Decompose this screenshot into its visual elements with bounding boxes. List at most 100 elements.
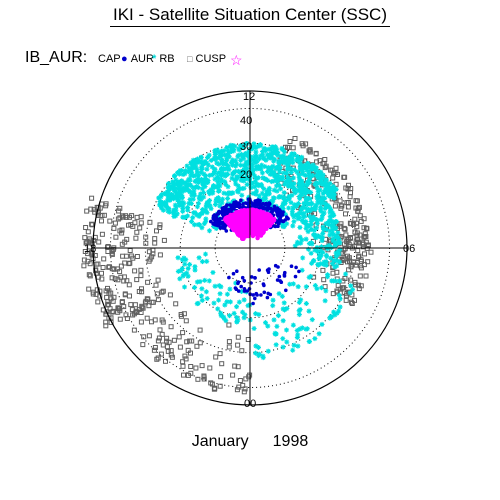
rb-point — [170, 182, 176, 188]
cusp-point — [138, 319, 144, 325]
rb-point — [288, 181, 294, 187]
rb-point — [291, 342, 297, 348]
rb-point — [223, 182, 229, 188]
rb-point — [184, 184, 190, 190]
cusp-point — [217, 383, 223, 389]
rb-point — [240, 309, 246, 315]
rb-point — [183, 257, 189, 263]
rb-point — [297, 177, 303, 183]
rb-point — [172, 173, 178, 179]
rb-point — [241, 297, 247, 303]
aur-point — [236, 289, 241, 293]
rb-point — [308, 273, 314, 279]
rb-point — [168, 184, 174, 190]
cusp-point — [94, 204, 100, 210]
rb-point — [200, 207, 206, 213]
rb-point — [323, 221, 329, 227]
cusp-point — [217, 351, 223, 357]
rb-point — [229, 171, 235, 177]
axes: 40 30 20 12 18 06 00 — [84, 90, 415, 410]
rb-point — [335, 230, 341, 236]
cusp-point — [138, 214, 144, 220]
cusp-point — [363, 273, 369, 279]
rb-point — [292, 243, 298, 249]
cusp-point — [226, 322, 232, 328]
cusp-point — [100, 265, 106, 270]
rb-point — [219, 312, 225, 318]
cusp-point — [96, 239, 102, 245]
legend-title: IB_AUR: — [25, 49, 88, 66]
rb-point — [198, 191, 204, 197]
cap-point — [235, 221, 240, 226]
cusp-point — [358, 218, 364, 224]
rb-point — [253, 154, 259, 160]
rb-point — [323, 203, 329, 209]
rb-point — [245, 152, 251, 158]
cusp-point — [230, 372, 236, 378]
cusp-point — [193, 365, 199, 371]
cusp-point — [188, 350, 193, 356]
cusp-point — [181, 311, 187, 317]
rb-point — [186, 166, 192, 172]
footer-year: 1998 — [272, 433, 309, 450]
rb-point — [299, 325, 305, 331]
rb-point — [317, 255, 322, 261]
rb-point — [271, 187, 277, 193]
rb-point — [299, 205, 305, 211]
rb-point — [178, 268, 184, 274]
cusp-point — [355, 282, 361, 288]
rb-point — [287, 154, 293, 160]
rb-point — [222, 152, 228, 158]
rb-point — [281, 149, 287, 155]
time-label-12: 12 — [243, 91, 255, 103]
rb-point — [307, 196, 313, 202]
rb-point — [324, 226, 330, 232]
rb-point — [206, 201, 212, 207]
rb-point — [180, 208, 186, 214]
rb-point — [269, 164, 275, 170]
rb-point — [280, 306, 286, 312]
rb-point — [291, 151, 297, 157]
rb-point — [248, 157, 254, 163]
rb-point — [243, 159, 249, 165]
rb-point — [194, 169, 200, 175]
rb-point — [316, 169, 322, 175]
rb-point — [308, 250, 314, 256]
rb-point — [337, 296, 343, 302]
rb-point — [326, 221, 332, 227]
rb-point — [200, 181, 206, 187]
rb-point — [208, 206, 214, 212]
cusp-point — [237, 378, 243, 383]
rb-point — [205, 162, 211, 168]
rb-point — [265, 323, 271, 329]
rb-point — [304, 167, 310, 173]
rb-point — [305, 201, 311, 207]
rb-point — [281, 170, 287, 176]
rb-point — [240, 168, 246, 174]
rb-point — [201, 161, 207, 167]
rb-point — [291, 219, 297, 225]
rb-point — [290, 281, 296, 287]
radial-tick-labels: 40 30 20 — [240, 115, 252, 181]
rb-point — [286, 205, 292, 211]
aur-point — [293, 274, 298, 279]
rb-point — [224, 157, 230, 163]
cusp-point — [117, 316, 123, 322]
rb-point — [303, 225, 309, 231]
rb-point — [219, 160, 225, 166]
rb-point — [287, 177, 293, 183]
rb-point — [190, 184, 196, 190]
rb-point — [301, 186, 307, 192]
cusp-point — [85, 229, 91, 235]
cusp-point — [343, 293, 349, 299]
rb-point — [233, 158, 239, 164]
cusp-point — [330, 270, 336, 276]
rb-point — [256, 156, 262, 162]
rb-point — [182, 168, 188, 174]
cap-point — [261, 226, 266, 231]
rb-point — [199, 225, 205, 231]
rb-point — [217, 291, 223, 297]
rb-point — [170, 179, 176, 185]
aur-point — [255, 293, 259, 297]
cusp-point — [83, 240, 89, 246]
